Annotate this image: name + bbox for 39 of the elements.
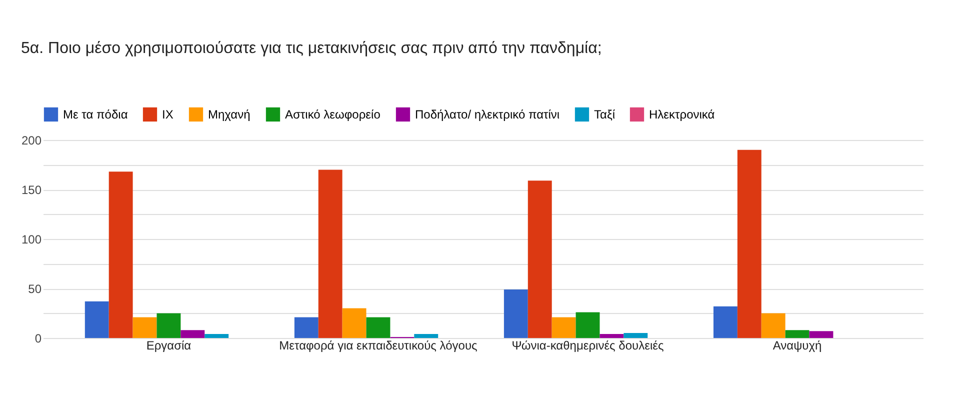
x-tick-label: Αναψυχή: [772, 338, 822, 352]
bar: [600, 334, 624, 338]
bar: [528, 180, 552, 338]
bar: [180, 330, 205, 338]
bar: [737, 150, 762, 338]
y-tick-label: 50: [28, 282, 42, 296]
chart-title: 5α. Ποιο μέσο χρησιμοποιούσατε για τις μετακινήσεις σας πριν από την πανδημία;: [20, 40, 602, 57]
legend-label: ΙΧ: [162, 107, 174, 122]
x-tick-label: Ψώνια-καθημερινές δουλειές: [512, 338, 664, 352]
legend-label: Μηχανή: [208, 107, 250, 122]
legend-label: Αστικό λεωφορείο: [285, 107, 381, 122]
y-tick-label: 0: [34, 332, 42, 346]
x-tick-label: Εργασία: [146, 338, 192, 352]
bar: [414, 334, 438, 338]
bar: [108, 172, 133, 338]
legend-label: Ηλεκτρονικά: [649, 107, 715, 122]
bar: [132, 317, 157, 338]
bar: [84, 301, 109, 338]
bar: [204, 334, 229, 338]
bar: [713, 306, 738, 338]
y-tick-label: 100: [21, 232, 42, 246]
x-tick-label: Μεταφορά για εκπαιδευτικούς λόγους: [279, 338, 478, 352]
bar: [318, 170, 342, 338]
y-tick-label: 200: [21, 134, 42, 148]
bar: [785, 330, 810, 338]
bar: [342, 308, 366, 338]
bar: [156, 313, 181, 338]
legend-label: Ταξί: [594, 107, 616, 122]
legend-label: Ποδήλατο/ ηλεκτρικό πατίνι: [415, 107, 560, 122]
bar: [552, 317, 576, 338]
bar: [624, 333, 648, 338]
y-tick-label: 150: [21, 183, 42, 197]
bar: [504, 289, 528, 338]
bar: [294, 317, 318, 338]
bar: [576, 312, 600, 338]
bar: [809, 331, 834, 338]
bar: [366, 317, 390, 338]
legend-label: Με τα πόδια: [63, 107, 128, 122]
bar: [761, 313, 786, 338]
